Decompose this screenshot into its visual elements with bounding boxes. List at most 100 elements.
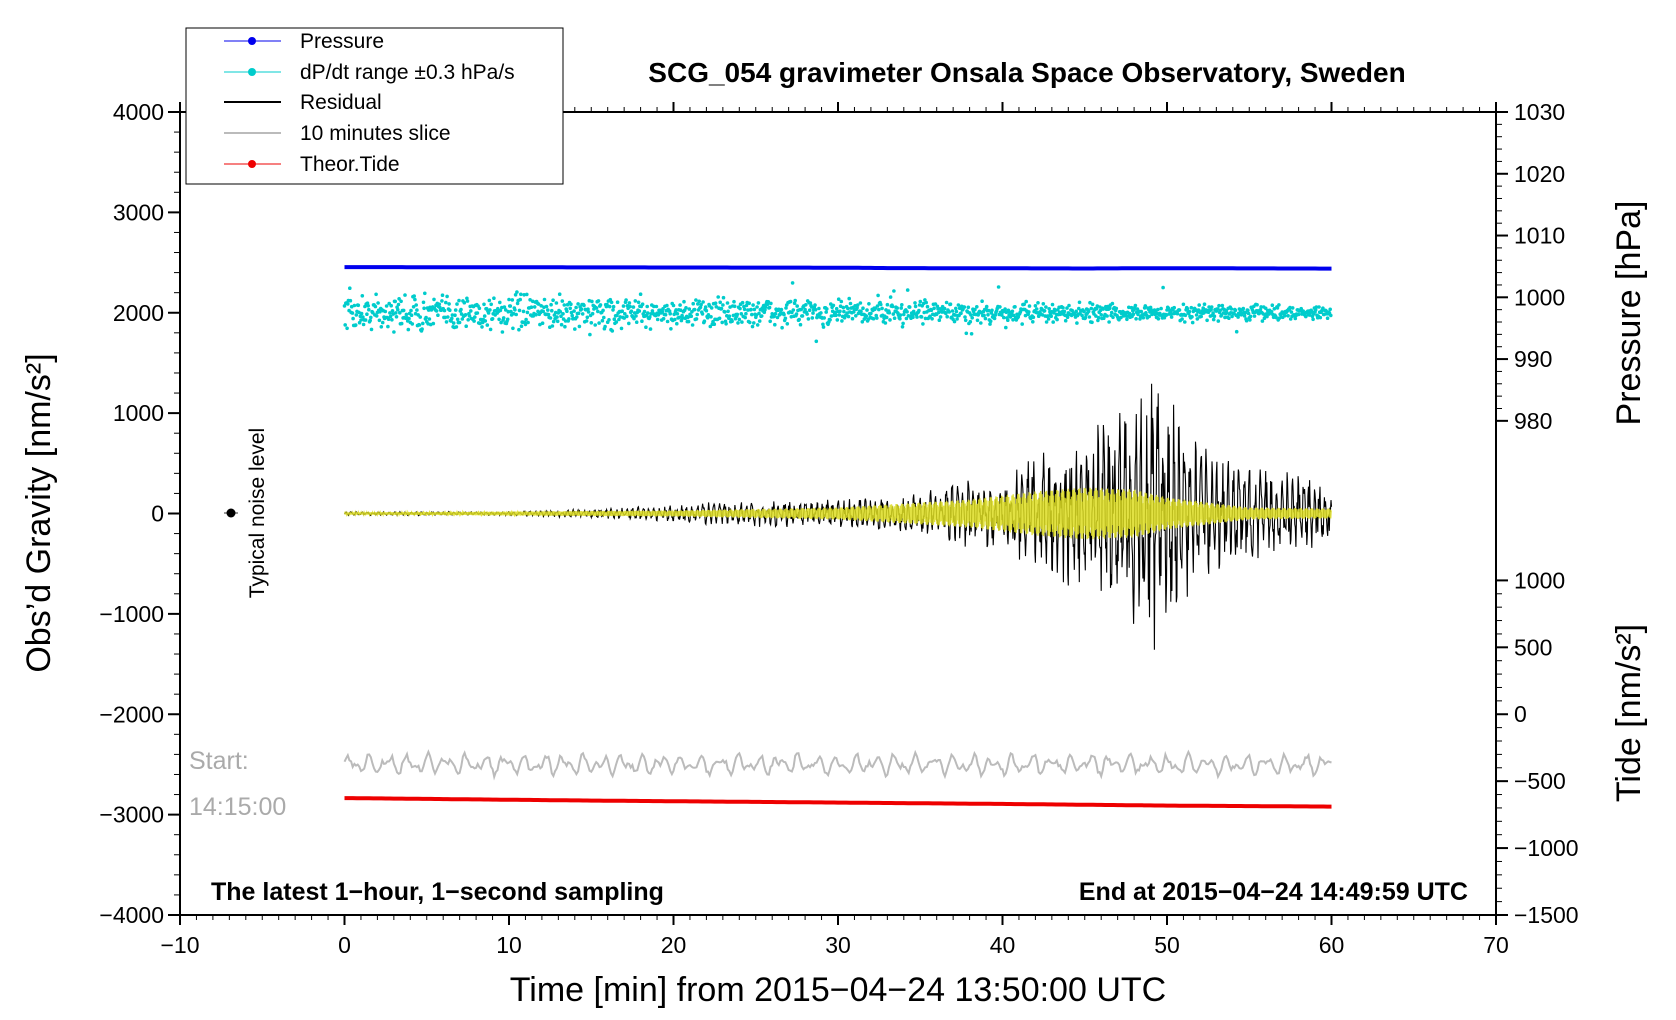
dpdt-point bbox=[759, 314, 764, 318]
dpdt-point bbox=[755, 323, 760, 327]
dpdt-point bbox=[563, 324, 567, 329]
dpdt-point bbox=[463, 313, 468, 317]
dpdt-point bbox=[605, 302, 609, 307]
dpdt-point bbox=[601, 308, 605, 313]
dpdt-point bbox=[511, 326, 515, 331]
dpdt-point bbox=[1101, 307, 1105, 311]
dpdt-point bbox=[1259, 305, 1263, 309]
dpdt-point bbox=[1183, 320, 1187, 324]
dpdt-point bbox=[1216, 319, 1221, 323]
dpdt-point bbox=[510, 298, 515, 302]
dpdt-point bbox=[795, 304, 799, 308]
x-tick-label: 60 bbox=[1319, 932, 1345, 958]
dpdt-point bbox=[1125, 317, 1129, 322]
dpdt-point bbox=[558, 309, 563, 314]
dpdt-point bbox=[654, 304, 659, 309]
dpdt-point bbox=[877, 307, 881, 312]
dpdt-point bbox=[805, 312, 809, 316]
dpdt-point bbox=[550, 308, 554, 313]
dpdt-point bbox=[1304, 314, 1308, 319]
dpdt-point bbox=[449, 319, 453, 323]
dpdt-point bbox=[1090, 320, 1094, 325]
dpdt-point bbox=[1290, 306, 1295, 310]
dpdt-point bbox=[660, 309, 665, 314]
dpdt-point bbox=[842, 309, 846, 314]
start-label: Start: bbox=[189, 747, 249, 775]
dpdt-point bbox=[739, 312, 744, 316]
dpdt-point bbox=[1088, 300, 1092, 305]
dpdt-point bbox=[984, 304, 989, 309]
dpdt-point bbox=[444, 320, 449, 324]
dpdt-point bbox=[361, 322, 366, 327]
dpdt-point bbox=[579, 307, 584, 311]
dpdt-point bbox=[751, 303, 755, 307]
dpdt-point bbox=[563, 319, 568, 323]
dpdt-point bbox=[442, 308, 447, 313]
tide-tick-label: 0 bbox=[1514, 701, 1527, 727]
dpdt-point bbox=[411, 305, 416, 309]
dpdt-point bbox=[1257, 311, 1261, 316]
dpdt-point bbox=[1046, 317, 1051, 321]
dpdt-point bbox=[850, 316, 855, 321]
dpdt-point bbox=[1027, 310, 1031, 314]
dpdt-point bbox=[628, 304, 632, 309]
dpdt-point bbox=[1110, 301, 1115, 306]
dpdt-point bbox=[565, 309, 569, 314]
dpdt-point bbox=[612, 317, 617, 322]
slice-series-line bbox=[343, 749, 1332, 781]
dpdt-point bbox=[1119, 315, 1123, 320]
dpdt-point bbox=[523, 322, 528, 327]
dpdt-point bbox=[343, 323, 348, 327]
dpdt-point bbox=[890, 304, 895, 309]
dpdt-point bbox=[895, 306, 899, 310]
dpdt-point bbox=[1234, 329, 1239, 334]
dpdt-point bbox=[1031, 320, 1035, 324]
y-axis-title-left: Obs’d Gravity [nm/s²] bbox=[20, 353, 58, 672]
dpdt-point bbox=[1205, 318, 1209, 323]
dpdt-point bbox=[785, 322, 790, 326]
dpdt-point bbox=[875, 304, 880, 308]
noise-marker-dot bbox=[226, 508, 236, 518]
dpdt-point bbox=[1288, 317, 1293, 321]
x-tick-label: 40 bbox=[990, 932, 1016, 958]
dpdt-point bbox=[348, 286, 352, 291]
dpdt-point bbox=[1075, 321, 1079, 325]
dpdt-point bbox=[544, 304, 549, 309]
dpdt-point bbox=[825, 307, 829, 311]
dpdt-point bbox=[514, 312, 518, 317]
dpdt-point bbox=[457, 298, 461, 303]
dpdt-point bbox=[1156, 317, 1161, 321]
dpdt-point bbox=[1172, 305, 1176, 310]
dpdt-point bbox=[672, 312, 676, 317]
dpdt-point bbox=[682, 299, 686, 304]
dpdt-point bbox=[373, 304, 378, 309]
dpdt-point bbox=[1196, 308, 1201, 312]
dpdt-point bbox=[388, 311, 392, 315]
dpdt-point bbox=[780, 325, 784, 330]
dpdt-point bbox=[986, 308, 991, 313]
dpdt-point bbox=[797, 317, 801, 322]
dpdt-point bbox=[915, 315, 919, 319]
dpdt-point bbox=[473, 315, 477, 319]
dpdt-point bbox=[586, 307, 590, 312]
dpdt-point bbox=[502, 305, 507, 309]
dpdt-point bbox=[1209, 305, 1214, 309]
dpdt-point bbox=[1242, 314, 1247, 318]
dpdt-point bbox=[454, 325, 459, 329]
dpdt-point bbox=[673, 317, 677, 322]
dpdt-point bbox=[445, 294, 449, 299]
dpdt-point bbox=[1143, 304, 1148, 308]
legend: Pressure dP/dt range ±0.3 hPa/s Residual… bbox=[185, 27, 564, 185]
dpdt-point bbox=[480, 320, 485, 325]
dpdt-point bbox=[828, 318, 832, 322]
dpdt-point bbox=[950, 309, 955, 313]
dpdt-point bbox=[1286, 314, 1290, 318]
dpdt-point bbox=[923, 316, 928, 321]
dpdt-point bbox=[884, 308, 888, 312]
dpdt-point bbox=[750, 324, 755, 329]
dpdt-point bbox=[640, 302, 645, 307]
dpdt-point bbox=[1236, 315, 1240, 319]
dpdt-point bbox=[952, 319, 957, 324]
dpdt-point bbox=[1131, 312, 1136, 317]
